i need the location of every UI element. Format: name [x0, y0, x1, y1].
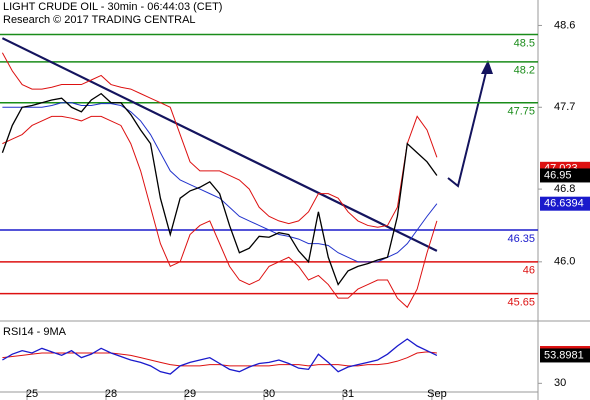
- level-label: 47.75: [507, 106, 535, 118]
- y-tick-label: 47.7: [554, 101, 575, 113]
- last-value-label: 53.8981: [544, 349, 584, 361]
- x-tick-label: Sep: [427, 388, 447, 400]
- level-label: 46.35: [507, 233, 535, 245]
- level-label: 45.65: [507, 297, 535, 309]
- x-tick-label: 29: [184, 388, 196, 400]
- y-tick-label: 46.8: [554, 183, 575, 195]
- level-label: 48.5: [514, 37, 535, 49]
- price-line: [2, 338, 438, 375]
- chart-subtitle: Research © 2017 TRADING CENTRAL: [3, 14, 196, 26]
- last-value-label: 46.95: [544, 169, 572, 181]
- x-tick-label: 31: [342, 388, 354, 400]
- y-tick-label: 46.0: [554, 256, 575, 268]
- last-value-label: 46.6394: [544, 198, 584, 210]
- indicator-line: [1, 52, 438, 228]
- x-tick-label: 28: [105, 388, 117, 400]
- level-label: 46: [523, 265, 535, 277]
- last-value-box: [540, 348, 590, 363]
- indicator-line: [2, 102, 438, 263]
- price-line: [1, 92, 438, 286]
- trend-line: [1, 37, 438, 252]
- panel-title: RSI14 - 9MA: [3, 326, 67, 338]
- y-tick-label: 48.6: [554, 19, 575, 31]
- y-tick-label: 30: [554, 377, 566, 389]
- x-tick-label: 25: [26, 388, 38, 400]
- indicator-line: [2, 115, 438, 309]
- last-value-box: [540, 168, 590, 183]
- projection-arrow: [447, 60, 493, 188]
- x-tick-label: 30: [263, 388, 275, 400]
- level-label: 48.2: [514, 65, 535, 77]
- last-value-box: [540, 196, 590, 211]
- chart-title: LIGHT CRUDE OIL - 30min - 06:44:03 (CET): [3, 1, 222, 13]
